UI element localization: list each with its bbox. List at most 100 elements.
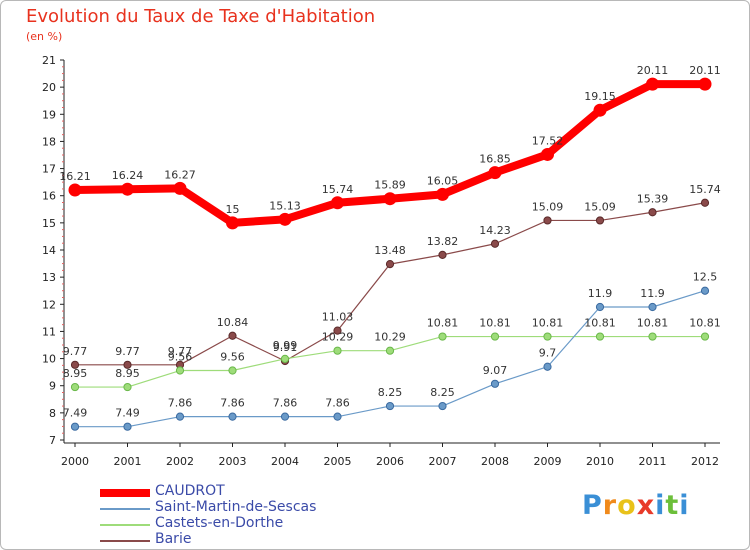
data-label: 9.99 bbox=[273, 339, 298, 352]
data-point bbox=[595, 216, 605, 225]
data-label: 7.86 bbox=[168, 397, 193, 410]
data-label: 20.11 bbox=[637, 64, 669, 77]
data-label: 20.11 bbox=[689, 64, 721, 77]
data-label: 11.9 bbox=[640, 287, 665, 300]
data-point bbox=[173, 181, 187, 195]
logo-letter: P bbox=[582, 490, 603, 521]
data-label: 16.27 bbox=[164, 168, 196, 181]
data-point bbox=[438, 332, 447, 341]
legend-label: Barie bbox=[155, 531, 192, 547]
data-label: 16.24 bbox=[112, 169, 144, 182]
data-point bbox=[333, 326, 342, 335]
data-point bbox=[543, 216, 552, 225]
x-tick-label: 2000 bbox=[61, 455, 89, 468]
data-point bbox=[646, 77, 659, 91]
data-point bbox=[543, 332, 552, 341]
data-label: 10.29 bbox=[374, 331, 406, 344]
data-point bbox=[648, 302, 657, 312]
data-label: 17.52 bbox=[532, 134, 564, 147]
y-tick-label: 15 bbox=[42, 217, 56, 230]
data-point bbox=[226, 216, 239, 230]
data-point bbox=[595, 332, 605, 341]
data-label: 15.74 bbox=[322, 183, 354, 196]
data-point bbox=[700, 286, 710, 295]
y-tick-label: 13 bbox=[42, 271, 56, 284]
data-label: 9.07 bbox=[483, 364, 508, 377]
data-label: 16.21 bbox=[59, 170, 91, 183]
data-label: 9.7 bbox=[539, 347, 557, 360]
data-label: 9.77 bbox=[63, 345, 88, 358]
x-tick-label: 2012 bbox=[691, 455, 719, 468]
data-point bbox=[68, 183, 82, 197]
logo-letter: x bbox=[636, 490, 656, 521]
data-label: 10.81 bbox=[584, 317, 616, 330]
data-point bbox=[280, 354, 290, 363]
x-tick-label: 2003 bbox=[219, 455, 247, 468]
data-label: 8.95 bbox=[63, 367, 88, 380]
data-label: 15.09 bbox=[584, 200, 616, 213]
chart-unit: (en %) bbox=[26, 30, 63, 43]
data-point bbox=[385, 401, 395, 411]
data-label: 10.81 bbox=[689, 317, 721, 330]
data-label: 15.39 bbox=[637, 192, 669, 205]
data-point bbox=[385, 346, 395, 355]
chart-title: Evolution du Taux de Taxe d'Habitation bbox=[26, 6, 376, 27]
y-tick-label: 7 bbox=[49, 434, 56, 447]
data-point bbox=[123, 360, 132, 369]
data-label: 15 bbox=[226, 203, 240, 216]
data-label: 15.13 bbox=[269, 199, 301, 212]
data-label: 7.49 bbox=[63, 407, 88, 420]
data-point bbox=[333, 412, 342, 421]
x-tick-label: 2011 bbox=[639, 455, 667, 468]
x-tick-label: 2008 bbox=[481, 455, 509, 468]
data-label: 7.49 bbox=[115, 407, 140, 420]
data-label: 16.05 bbox=[427, 174, 459, 187]
legend-swatch bbox=[100, 540, 150, 542]
data-point bbox=[698, 77, 712, 91]
legend-swatch bbox=[100, 489, 150, 497]
proxiti-logo: Proxiti bbox=[582, 490, 690, 521]
logo-letter: i bbox=[655, 490, 666, 521]
data-point bbox=[333, 346, 342, 355]
data-label: 15.89 bbox=[374, 179, 406, 192]
x-tick-label: 2001 bbox=[114, 455, 142, 468]
y-tick-label: 14 bbox=[42, 244, 56, 257]
data-point bbox=[490, 239, 500, 248]
data-point bbox=[543, 362, 552, 371]
x-tick-label: 2007 bbox=[429, 455, 457, 468]
data-point bbox=[490, 332, 500, 341]
x-tick-label: 2005 bbox=[324, 455, 352, 468]
data-label: 8.25 bbox=[430, 386, 455, 399]
data-label: 13.82 bbox=[427, 235, 459, 248]
data-label: 9.56 bbox=[168, 351, 193, 364]
data-label: 10.81 bbox=[532, 317, 564, 330]
x-tick-label: 2002 bbox=[166, 455, 194, 468]
data-point bbox=[438, 250, 447, 259]
logo-letter: o bbox=[617, 490, 637, 521]
x-tick-label: 2006 bbox=[376, 455, 404, 468]
data-point bbox=[541, 147, 554, 161]
legend-label: Castets-en-Dorthe bbox=[155, 515, 284, 531]
legend-swatch bbox=[100, 524, 150, 526]
data-label: 11.03 bbox=[322, 311, 354, 324]
y-tick-label: 11 bbox=[42, 325, 56, 338]
legend-label: CAUDROT bbox=[155, 483, 225, 499]
data-point bbox=[70, 422, 80, 431]
data-point bbox=[228, 331, 237, 340]
data-label: 9.91 bbox=[273, 341, 298, 354]
legend-swatch bbox=[100, 508, 150, 510]
data-label: 11.9 bbox=[588, 287, 613, 300]
data-label: 19.15 bbox=[584, 90, 616, 103]
logo-letter: r bbox=[602, 490, 618, 521]
data-point bbox=[228, 412, 237, 421]
data-point bbox=[70, 360, 80, 369]
data-label: 15.74 bbox=[689, 183, 721, 196]
data-point bbox=[595, 302, 605, 312]
data-point bbox=[280, 412, 290, 421]
data-point bbox=[593, 103, 607, 117]
x-tick-label: 2010 bbox=[586, 455, 614, 468]
x-tick-label: 2009 bbox=[534, 455, 562, 468]
y-tick-label: 16 bbox=[42, 190, 56, 203]
